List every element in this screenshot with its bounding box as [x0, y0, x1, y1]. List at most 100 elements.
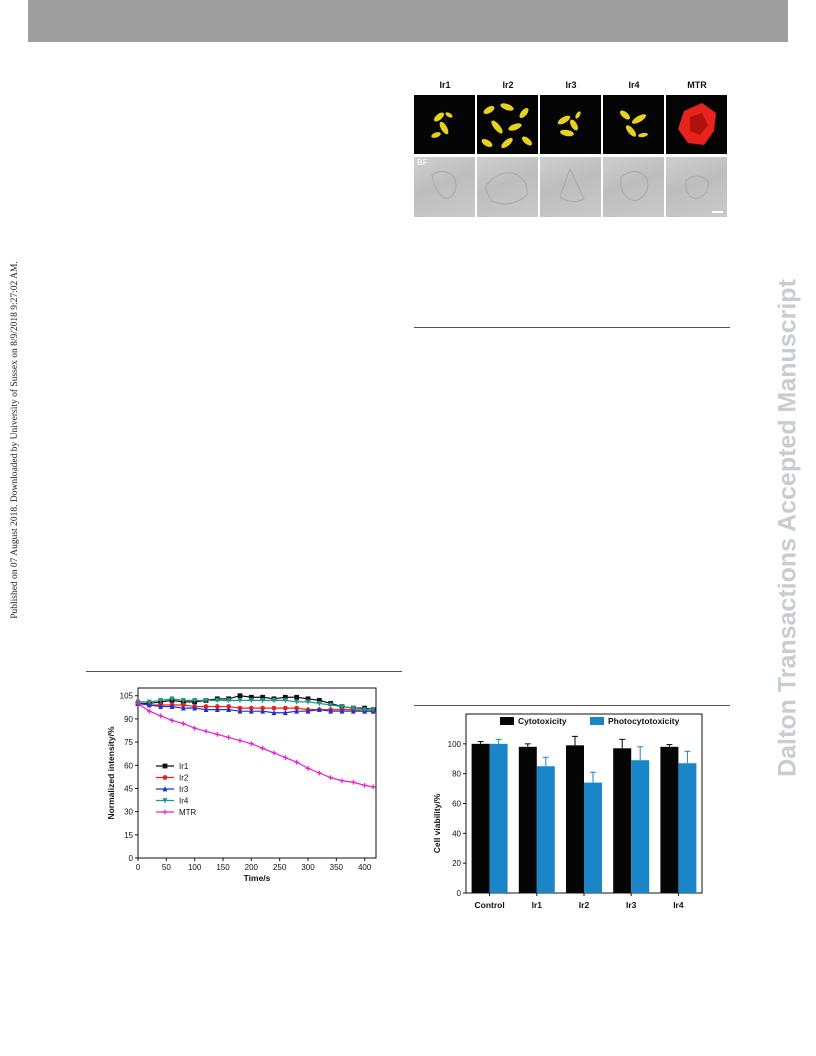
data-point-ir1: [294, 694, 300, 700]
data-point-ir4: [282, 697, 288, 704]
fluorescence-image-ir2: [477, 95, 538, 154]
category-label: Ir1: [532, 900, 543, 910]
data-point-mtr: [282, 755, 288, 760]
data-point-ir2: [282, 705, 288, 711]
bar-group-cytotoxicity: [613, 738, 632, 893]
data-point-ir1: [316, 697, 322, 703]
data-point-ir3: [192, 705, 198, 711]
data-point-ir2: [180, 702, 186, 708]
section-divider: [414, 327, 730, 328]
data-point-ir2: [203, 704, 209, 709]
data-point-mtr: [350, 779, 356, 785]
fluorescence-image-mtr: [666, 95, 727, 154]
bar-group-photocytotoxicity: [489, 738, 508, 893]
data-point-ir2: [214, 704, 220, 709]
data-point-ir4: [339, 704, 345, 710]
data-point-ir3: [158, 703, 164, 709]
bar-cytotoxicity: [660, 746, 679, 893]
bar-group-cytotoxicity: [660, 744, 679, 893]
brightfield-label: BF: [417, 158, 428, 167]
data-point-mtr: [328, 775, 334, 781]
series-mtr: [135, 701, 376, 790]
data-point-mtr: [370, 784, 376, 790]
data-point-mtr: [339, 778, 345, 784]
data-point-ir2: [248, 705, 254, 711]
legend-marker: [162, 786, 168, 792]
bar-group-photocytotoxicity: [678, 750, 697, 893]
series-line-ir3: [137, 702, 374, 714]
legend-item-ir1: Ir1: [156, 762, 189, 771]
y-tick-label: 90: [124, 715, 133, 724]
data-point-ir4: [226, 697, 232, 704]
plot-frame: [137, 687, 377, 859]
data-point-mtr: [271, 750, 277, 756]
data-point-mtr: [226, 735, 232, 740]
x-tick-label: 400: [358, 863, 372, 872]
data-point-ir4: [180, 697, 186, 704]
legend-label: Ir1: [179, 762, 189, 771]
brightfield-image-ir2: [477, 157, 538, 217]
data-point-ir3: [248, 708, 254, 714]
section-divider: [414, 705, 730, 706]
legend-label: Ir2: [179, 774, 189, 783]
panel-label-ir3: Ir3: [565, 80, 577, 90]
bar-cytotoxicity: [518, 746, 537, 893]
data-point-ir1: [248, 694, 254, 700]
data-point-mtr: [294, 759, 300, 765]
legend-marker: [162, 809, 168, 815]
data-point-ir4: [237, 697, 243, 704]
data-point-mtr: [192, 725, 198, 731]
y-tick-label: 45: [124, 784, 133, 793]
journal-watermark: Dalton Transactions Accepted Manuscript: [760, 0, 816, 1056]
y-tick-label: 0: [457, 889, 462, 898]
y-tick-label: 30: [124, 808, 133, 817]
legend-label: Cytotoxicity: [518, 716, 567, 726]
data-point-mtr: [214, 731, 220, 737]
photostability-line-chart: 0 50 100 150 200 250 300 350 400 0 15 30 45 60 75 90 105…: [106, 687, 377, 883]
data-point-ir3: [180, 705, 186, 711]
bar-cytotoxicity: [613, 748, 632, 893]
data-point-ir3: [271, 709, 277, 716]
legend-marker: [162, 763, 168, 769]
legend-swatch: [590, 717, 604, 725]
x-tick-label: 100: [188, 863, 202, 872]
category-label: Ir4: [673, 900, 684, 910]
x-tick-label: 350: [330, 863, 344, 872]
legend-label: Ir4: [179, 797, 189, 806]
data-point-ir3: [339, 708, 345, 714]
publication-notice: Published on 07 August 2018. Downloaded …: [0, 0, 30, 1056]
header-band: [28, 0, 788, 42]
legend-label: MTR: [179, 808, 197, 817]
data-point-ir4: [248, 697, 254, 704]
x-axis-label: Time/s: [244, 873, 271, 883]
data-point-ir3: [294, 708, 300, 714]
data-point-mtr: [158, 713, 164, 719]
x-tick-label: 50: [162, 863, 171, 872]
series-line-ir4: [138, 698, 374, 711]
legend-item-photocytotoxicity: Photocytotoxicity: [590, 716, 680, 726]
y-tick-label: 60: [124, 761, 133, 770]
y-tick-label: 105: [120, 692, 134, 701]
data-point-ir3: [316, 706, 322, 713]
bar-photocytotoxicity: [536, 766, 555, 893]
bar-group-photocytotoxicity: [584, 771, 602, 893]
legend-swatch: [500, 717, 514, 725]
fluorescence-image-ir4: [603, 95, 664, 154]
series-line-mtr: [137, 702, 374, 788]
legend-item-ir2: Ir2: [156, 774, 189, 783]
data-point-mtr: [362, 782, 368, 788]
legend-label: Ir3: [179, 785, 189, 794]
panel-label-ir1: Ir1: [439, 80, 451, 90]
y-tick-label: 75: [124, 738, 133, 747]
y-axis-label: Cell viability/%: [432, 793, 442, 853]
x-tick-label: 0: [136, 863, 141, 872]
y-tick-label: 15: [124, 831, 133, 840]
data-point-ir4: [328, 702, 334, 708]
data-point-ir3: [237, 708, 243, 714]
data-point-mtr: [203, 728, 209, 734]
data-point-ir4: [260, 697, 266, 704]
legend-item-ir4: Ir4: [156, 797, 189, 806]
panel-label-ir2: Ir2: [502, 80, 514, 90]
bar-cytotoxicity: [471, 743, 490, 893]
legend-marker: [162, 775, 168, 780]
